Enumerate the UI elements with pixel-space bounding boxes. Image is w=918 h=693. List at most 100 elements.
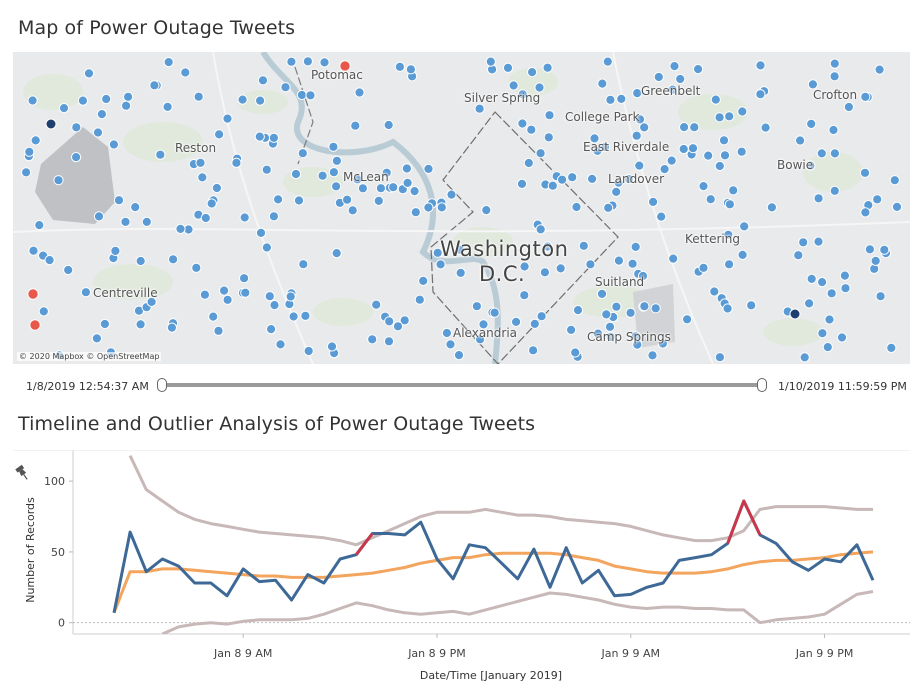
tweet-point[interactable] — [698, 181, 709, 192]
tweet-point[interactable] — [168, 254, 179, 265]
tweet-point[interactable] — [632, 339, 643, 350]
tweet-point[interactable] — [166, 322, 177, 333]
tweet-point[interactable] — [149, 80, 160, 91]
tweet-point[interactable] — [722, 303, 733, 314]
tweet-point[interactable] — [542, 62, 553, 73]
tweet-point[interactable] — [481, 205, 492, 216]
tweet-point[interactable] — [508, 80, 519, 91]
time-filter-end-handle[interactable] — [757, 378, 767, 392]
tweet-point[interactable] — [193, 91, 204, 102]
tweet-point[interactable] — [319, 57, 330, 68]
tweet-point[interactable] — [623, 174, 635, 185]
tweet-point[interactable] — [121, 100, 132, 111]
tweet-point[interactable] — [367, 334, 378, 345]
tweet-point[interactable] — [414, 294, 425, 305]
tweet-point[interactable] — [269, 300, 280, 311]
tweet-point[interactable] — [110, 245, 121, 256]
tweet-point[interactable] — [668, 253, 679, 264]
tweet-point[interactable] — [44, 255, 55, 266]
tweet-point[interactable] — [634, 114, 646, 125]
tweet-point[interactable] — [570, 347, 581, 358]
tweet-point[interactable] — [191, 262, 202, 273]
tweet-point[interactable] — [535, 224, 546, 235]
tweet-point[interactable] — [423, 202, 434, 213]
tweet-point[interactable] — [331, 155, 342, 166]
outlier-segment[interactable] — [726, 499, 762, 544]
tweet-point[interactable] — [200, 212, 211, 224]
tweet-point[interactable] — [71, 122, 82, 133]
tweet-point[interactable] — [534, 82, 545, 93]
tweet-point[interactable] — [592, 328, 604, 339]
tweet-point[interactable] — [296, 89, 307, 101]
tweet-point[interactable] — [804, 298, 815, 309]
tweet-point[interactable] — [302, 56, 313, 67]
tweet-point[interactable] — [99, 318, 111, 330]
tweet-point[interactable] — [342, 194, 353, 205]
tweet-point-dark[interactable] — [45, 118, 57, 130]
tweet-point-outlier[interactable] — [29, 319, 41, 331]
tweet-point[interactable] — [474, 103, 485, 114]
outlier-segment[interactable] — [355, 532, 374, 556]
tweet-point[interactable] — [822, 342, 833, 353]
tweet-point[interactable] — [163, 57, 174, 68]
map-attribution[interactable]: © 2020 Mapbox © OpenStreetMap — [17, 352, 162, 361]
tweet-point[interactable] — [350, 120, 361, 131]
tweet-point[interactable] — [653, 71, 664, 83]
tweet-point[interactable] — [829, 58, 840, 69]
tweet-point[interactable] — [402, 177, 413, 188]
tweet-point[interactable] — [557, 174, 568, 185]
tweet-point[interactable] — [519, 290, 530, 301]
tweet-point[interactable] — [736, 146, 747, 157]
tweet-point[interactable] — [739, 221, 750, 232]
tweet-point[interactable] — [405, 64, 416, 75]
tweet-point[interactable] — [639, 122, 650, 133]
tweet-point[interactable] — [667, 84, 678, 95]
tweet-point[interactable] — [616, 93, 627, 105]
tweet-point[interactable] — [394, 61, 405, 72]
outage-map[interactable]: Potomac Silver Spring Greenbelt Crofton Coll… — [13, 52, 910, 364]
tweet-point[interactable] — [889, 175, 900, 186]
tweet-point[interactable] — [435, 259, 446, 270]
tweet-point[interactable] — [872, 194, 883, 205]
tweet-point[interactable] — [724, 259, 735, 270]
tweet-point[interactable] — [723, 229, 734, 240]
tweet-point[interactable] — [175, 223, 186, 234]
tweet-point[interactable] — [399, 315, 410, 326]
tweet-point[interactable] — [328, 141, 339, 152]
tweet-point[interactable] — [829, 148, 841, 159]
tweet-point[interactable] — [455, 267, 466, 278]
tweet-point[interactable] — [547, 180, 558, 191]
tweet-point[interactable] — [799, 352, 810, 363]
tweet-point[interactable] — [807, 79, 819, 90]
tweet-point[interactable] — [285, 291, 296, 302]
tweet-point[interactable] — [383, 119, 394, 131]
tweet-point[interactable] — [601, 309, 612, 320]
tweet-point[interactable] — [268, 211, 279, 222]
tweet-point[interactable] — [155, 149, 166, 160]
tweet-point[interactable] — [613, 177, 624, 188]
tweet-point[interactable] — [860, 207, 871, 218]
tweet-point[interactable] — [297, 148, 308, 159]
tweet-point[interactable] — [239, 273, 250, 284]
tweet-point[interactable] — [352, 174, 363, 185]
tweet-point[interactable] — [28, 245, 39, 256]
tweet-point[interactable] — [625, 307, 636, 318]
tweet-point[interactable] — [596, 288, 608, 299]
tweet-point[interactable] — [737, 249, 748, 260]
tweet-point[interactable] — [840, 283, 851, 294]
tweet-point[interactable] — [805, 160, 816, 171]
tweet-point[interactable] — [384, 316, 395, 327]
tweet-point[interactable] — [83, 68, 95, 79]
tweet-point[interactable] — [602, 56, 613, 67]
tweet-point[interactable] — [293, 195, 305, 206]
tweet-point[interactable] — [208, 311, 219, 322]
tweet-point[interactable] — [795, 135, 806, 146]
tweet-point[interactable] — [354, 87, 365, 98]
tweet-point[interactable] — [666, 155, 677, 166]
tweet-point[interactable] — [441, 327, 452, 339]
tweet-point[interactable] — [288, 311, 299, 322]
tweet-point[interactable] — [517, 118, 528, 129]
tweet-point[interactable] — [30, 135, 41, 146]
tweet-point[interactable] — [446, 189, 457, 200]
tweet-point[interactable] — [63, 264, 74, 276]
